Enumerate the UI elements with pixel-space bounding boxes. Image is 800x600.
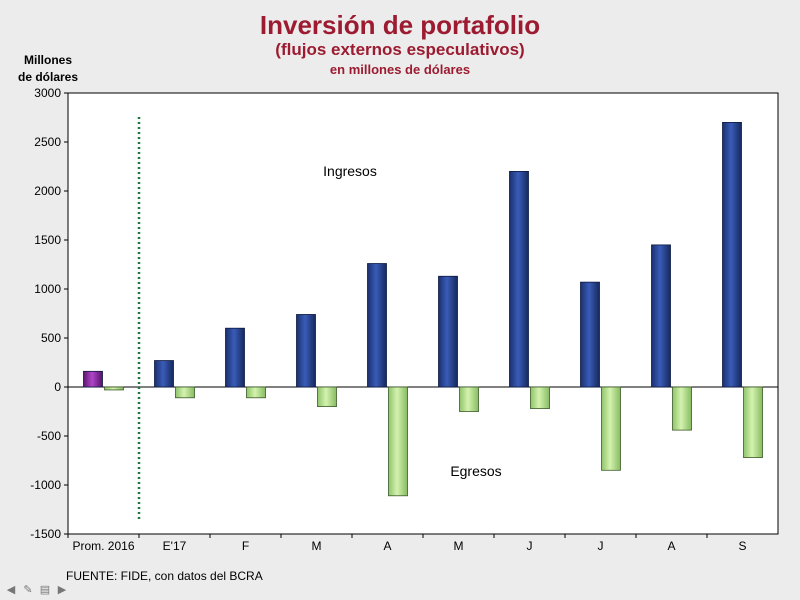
source-note: FUENTE: FIDE, con datos del BCRA <box>66 569 263 583</box>
annotation-ingresos: Ingresos <box>323 163 377 179</box>
x-tick-label: A <box>667 539 675 553</box>
x-tick-label: J <box>598 539 604 553</box>
bar-egresos <box>459 386 479 412</box>
y-tick-label: -1500 <box>30 527 61 541</box>
bar-egresos <box>672 386 692 431</box>
chart-subtitle: (flujos externos especulativos) <box>275 40 525 59</box>
previous-slide-icon[interactable]: ◀ <box>6 584 16 596</box>
bar-ingresos <box>580 281 600 388</box>
y-axis-unit-label: Millones de dólares <box>10 52 86 86</box>
y-tick-label: -1000 <box>30 478 61 492</box>
bar-prom-ingresos <box>83 370 103 388</box>
x-tick-label: E'17 <box>163 539 187 553</box>
y-tick-label: 2500 <box>34 135 61 149</box>
y-tick-label: 1000 <box>34 282 61 296</box>
y-tick-label: 2000 <box>34 184 61 198</box>
x-tick-label: F <box>242 539 249 553</box>
x-tick-label: M <box>312 539 322 553</box>
bar-ingresos <box>438 275 458 388</box>
x-tick-label: J <box>527 539 533 553</box>
bar-egresos <box>601 386 621 471</box>
annotation-egresos: Egresos <box>450 463 501 479</box>
bar-ingresos <box>722 122 742 388</box>
x-tick-label: A <box>383 539 391 553</box>
y-tick-label: 0 <box>54 380 61 394</box>
bar-egresos <box>743 386 763 458</box>
bar-ingresos <box>367 263 387 388</box>
bar-ingresos <box>296 314 316 388</box>
y-tick-label: 1500 <box>34 233 61 247</box>
bar-ingresos <box>651 244 671 388</box>
bar-egresos <box>530 386 550 409</box>
y-axis-unit-line1: Millones <box>23 53 72 67</box>
bar-ingresos <box>225 327 245 388</box>
x-tick-label: M <box>454 539 464 553</box>
bar-ingresos <box>509 170 529 388</box>
y-tick-label: -500 <box>37 429 61 443</box>
x-tick-label: Prom. 2016 <box>72 539 134 553</box>
bar-egresos <box>104 386 124 391</box>
bar-ingresos <box>154 360 174 388</box>
x-tick-label: S <box>738 539 746 553</box>
y-tick-label: 3000 <box>34 86 61 100</box>
y-tick-label: 500 <box>41 331 61 345</box>
y-axis-unit-line2: de dólares <box>17 70 79 84</box>
bar-egresos <box>175 386 195 399</box>
chart-title: Inversión de portafolio <box>259 10 541 40</box>
chart-subtitle-units: en millones de dólares <box>329 62 471 77</box>
pen-icon[interactable]: ✎ <box>23 584 33 596</box>
bar-egresos <box>388 386 408 497</box>
plot-area <box>67 92 779 535</box>
next-slide-icon[interactable]: ▶ <box>57 584 67 596</box>
slide-nav: ◀ ✎ ▤ ▶ <box>4 584 69 596</box>
bar-egresos <box>317 386 337 408</box>
bar-egresos <box>246 386 266 399</box>
menu-icon[interactable]: ▤ <box>39 584 51 596</box>
